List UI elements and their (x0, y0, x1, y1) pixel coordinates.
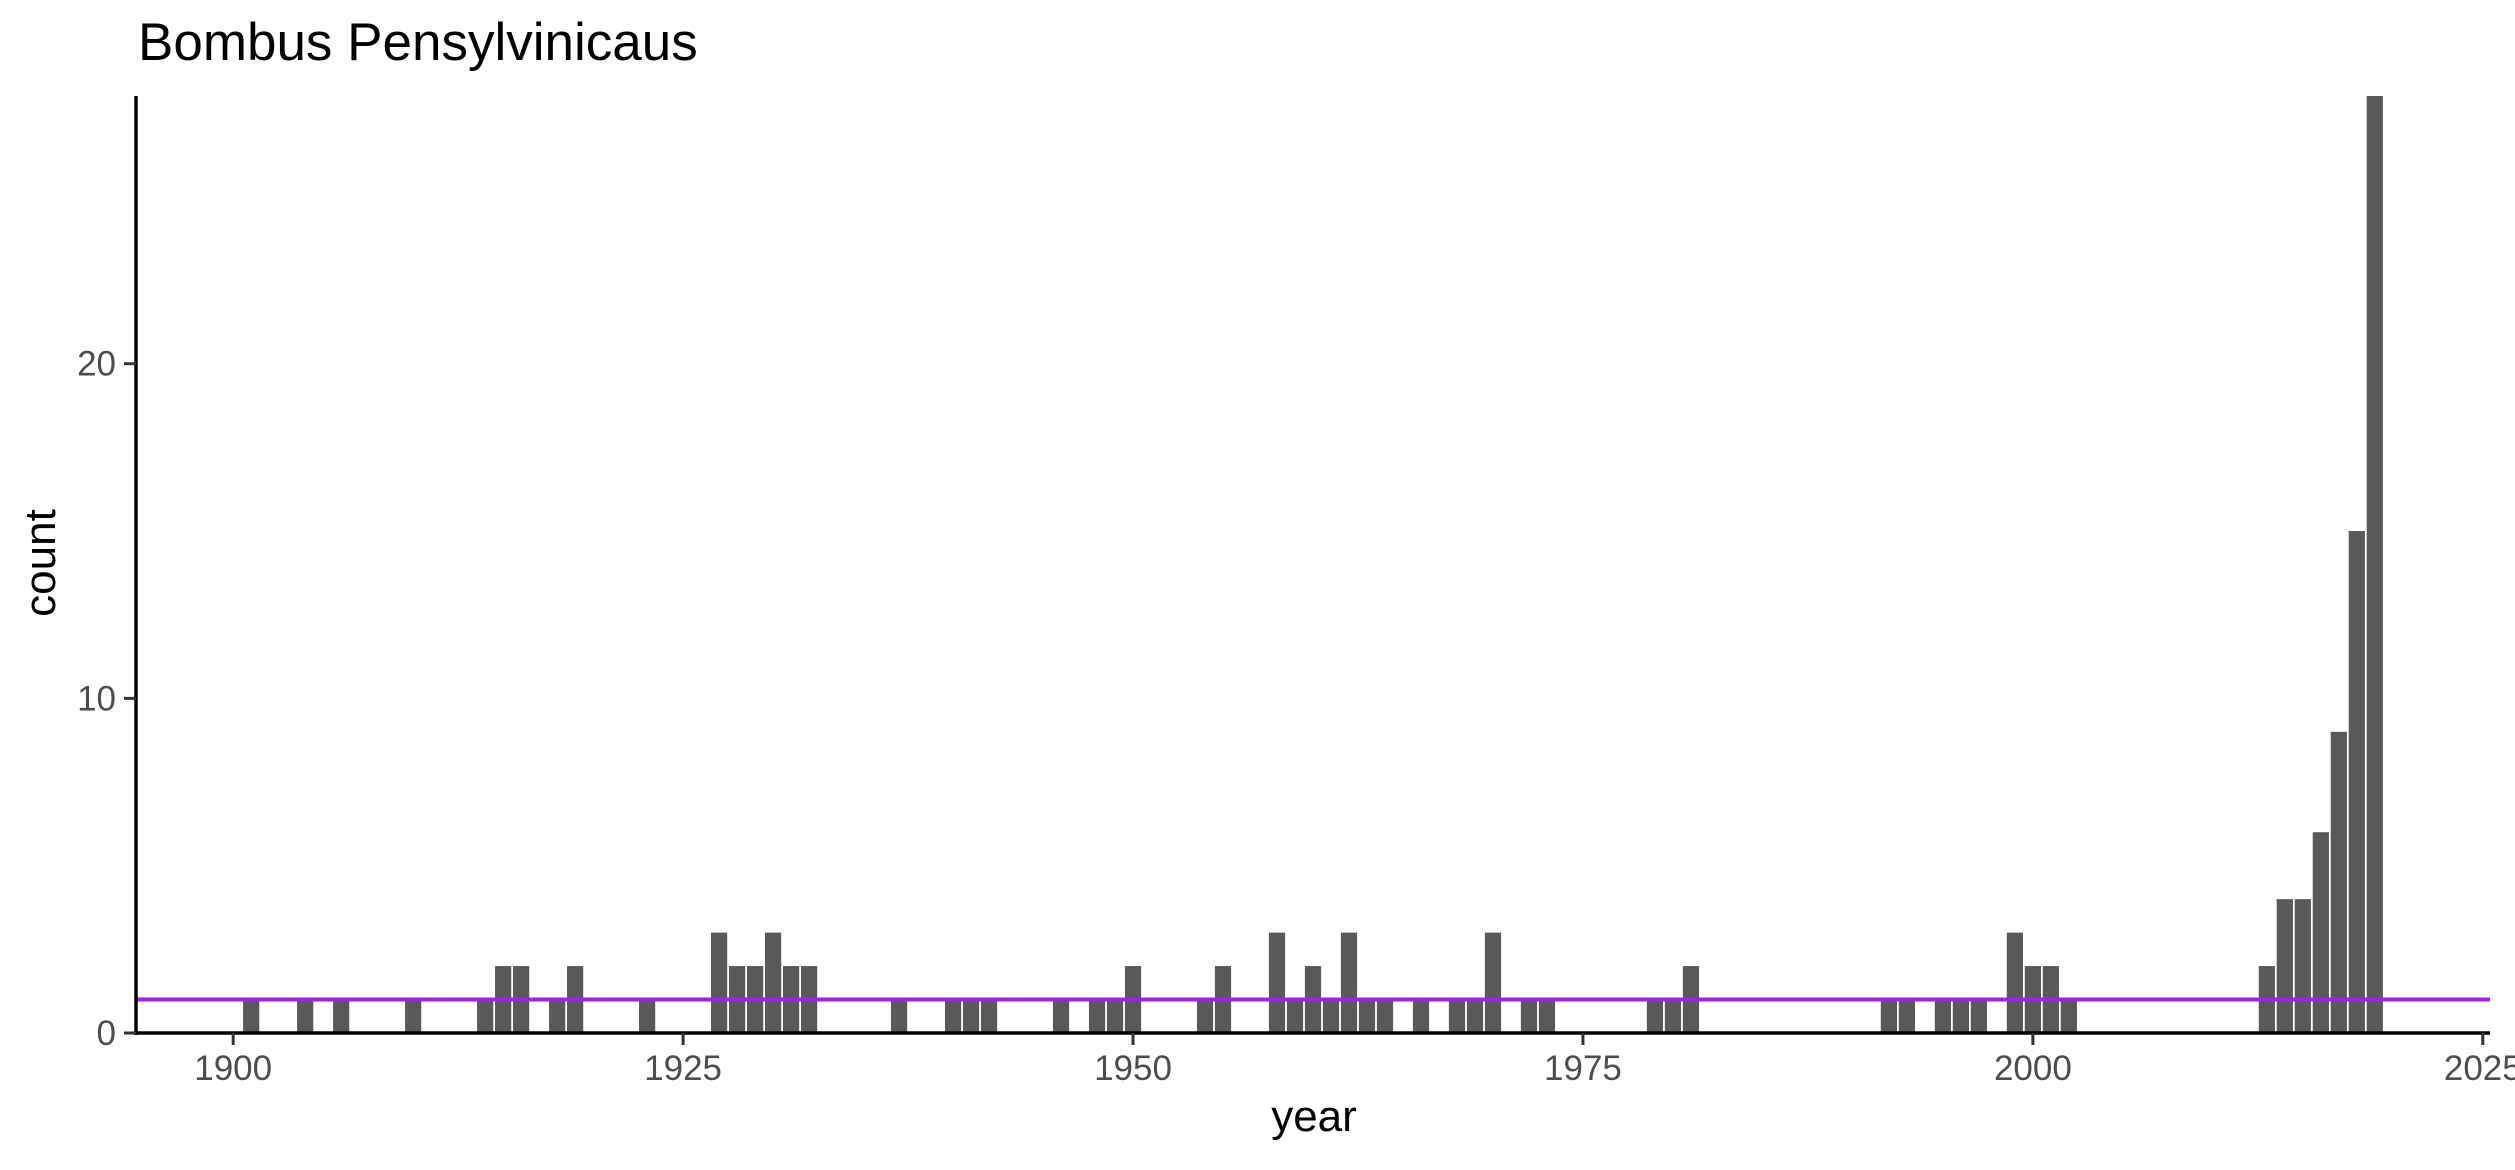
bar-1901 (243, 999, 260, 1033)
y-tick-label: 10 (77, 679, 116, 718)
bar-1961 (1322, 999, 1340, 1033)
bar-1980 (1664, 999, 1682, 1033)
bar-1969 (1466, 999, 1484, 1033)
y-axis-title: count (16, 509, 65, 617)
bar-1904 (297, 999, 314, 1033)
bar-1972 (1520, 999, 1538, 1033)
bar-2016 (2312, 832, 2329, 1033)
bar-2019 (2366, 96, 2383, 1033)
y-tick-label: 0 (97, 1014, 116, 1053)
bar-2002 (2060, 999, 2077, 1033)
bar-2018 (2348, 531, 2365, 1033)
bar-1968 (1448, 999, 1466, 1033)
x-axis-ticks: 1900 1925 1950 1975 2000 2025 (194, 1033, 2515, 1088)
bar-1923 (639, 999, 656, 1033)
x-tick-label: 2000 (1994, 1049, 2072, 1088)
bars-group (243, 96, 2383, 1033)
bar-1941 (962, 999, 980, 1033)
bar-1964 (1376, 999, 1394, 1033)
bar-1948 (1088, 999, 1106, 1033)
bar-1995 (1934, 999, 1951, 1033)
bar-1918 (549, 999, 566, 1033)
bar-1906 (333, 999, 350, 1033)
bar-1937 (890, 999, 908, 1033)
bar-1954 (1196, 999, 1214, 1033)
bar-1940 (944, 999, 962, 1033)
bar-1992 (1880, 999, 1898, 1033)
x-axis-title: year (1271, 1092, 1357, 1141)
bar-1958 (1268, 932, 1286, 1033)
bar-1979 (1646, 999, 1664, 1033)
x-tick-label: 1925 (644, 1049, 722, 1088)
x-tick-label: 1950 (1094, 1049, 1172, 1088)
bar-1914 (477, 999, 494, 1033)
bar-2014 (2276, 899, 2293, 1033)
bar-1993 (1898, 999, 1915, 1033)
bar-1930 (764, 932, 782, 1033)
bar-1999 (2006, 932, 2023, 1033)
bar-1942 (980, 999, 998, 1033)
chart-title: Bombus Pensylvinicaus (138, 13, 698, 72)
bar-1966 (1412, 999, 1430, 1033)
bar-1973 (1538, 999, 1556, 1033)
y-tick-label: 20 (77, 345, 116, 384)
bar-1970 (1484, 932, 1502, 1033)
x-tick-label: 1975 (1544, 1049, 1622, 1088)
bar-1949 (1106, 999, 1124, 1033)
bar-1963 (1358, 999, 1376, 1033)
x-tick-label: 2025 (2444, 1049, 2515, 1088)
bar-1910 (405, 999, 422, 1033)
bar-1927 (711, 932, 728, 1033)
bar-1946 (1052, 999, 1070, 1033)
bar-2017 (2330, 731, 2347, 1033)
bar-1959 (1286, 999, 1304, 1033)
bar-1962 (1340, 932, 1358, 1033)
x-tick-label: 1900 (194, 1049, 272, 1088)
bar-1997 (1970, 999, 1987, 1033)
bar-1996 (1952, 999, 1969, 1033)
y-axis-ticks: 0 10 20 (77, 345, 136, 1053)
bar-2015 (2294, 899, 2311, 1033)
